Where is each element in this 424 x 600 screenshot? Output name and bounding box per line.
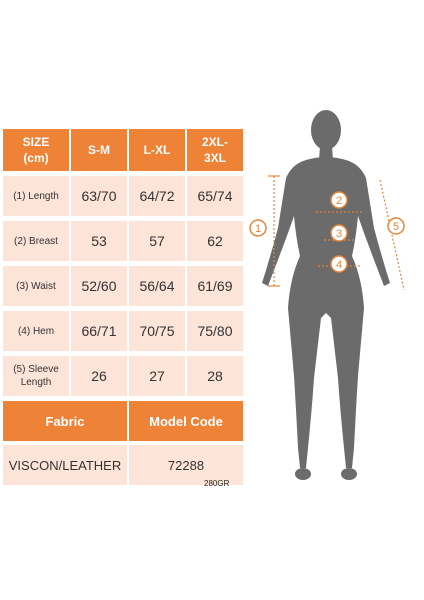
size-value: 66/71 xyxy=(70,310,128,352)
row-label: (2) Breast xyxy=(2,220,70,262)
header-2xl-3xl: 2XL- 3XL xyxy=(186,128,244,172)
body-figure: 1 2 3 4 5 xyxy=(249,110,405,480)
markers: 1 2 3 4 5 xyxy=(249,191,405,273)
row-label: (1) Length xyxy=(2,175,70,217)
marker-circle xyxy=(249,219,267,237)
size-value: 64/72 xyxy=(128,175,186,217)
fabric-value-row: VISCON/LEATHER 72288 xyxy=(2,444,244,486)
size-value: 27 xyxy=(128,355,186,397)
table-row-waist: (3) Waist 52/60 56/64 61/69 xyxy=(2,265,244,307)
size-table: SIZE (cm) S-M L-XL 2XL- 3XL (1) Length 6… xyxy=(2,128,244,486)
marker-label: 5 xyxy=(393,221,399,233)
size-value: 28 xyxy=(186,355,244,397)
fabric-header: Fabric xyxy=(2,400,128,442)
size-value: 26 xyxy=(70,355,128,397)
size-value: 75/80 xyxy=(186,310,244,352)
size-value: 61/69 xyxy=(186,265,244,307)
header-s-m: S-M xyxy=(70,128,128,172)
size-value: 65/74 xyxy=(186,175,244,217)
size-table-header: SIZE (cm) S-M L-XL 2XL- 3XL xyxy=(2,128,244,172)
fabric-value: VISCON/LEATHER xyxy=(2,444,128,486)
marker-circle xyxy=(387,217,405,235)
marker-label: 3 xyxy=(336,228,342,240)
size-value: 63/70 xyxy=(70,175,128,217)
size-value: 70/75 xyxy=(128,310,186,352)
marker-circle xyxy=(330,191,348,209)
model-code-value: 72288 xyxy=(128,444,244,486)
table-row-breast: (2) Breast 53 57 62 xyxy=(2,220,244,262)
silhouette xyxy=(262,110,390,480)
model-code-header: Model Code xyxy=(128,400,244,442)
weight-label: 280GR xyxy=(204,479,230,488)
marker-label: 2 xyxy=(336,195,342,207)
header-l-xl: L-XL xyxy=(128,128,186,172)
size-value: 53 xyxy=(70,220,128,262)
table-row-sleeve: (5) Sleeve Length 26 27 28 xyxy=(2,355,244,397)
size-value: 56/64 xyxy=(128,265,186,307)
marker-label: 1 xyxy=(255,223,261,235)
table-row-length: (1) Length 63/70 64/72 65/74 xyxy=(2,175,244,217)
size-value: 52/60 xyxy=(70,265,128,307)
fabric-header-row: Fabric Model Code xyxy=(2,400,244,442)
header-size: SIZE (cm) xyxy=(2,128,70,172)
row-label: (4) Hem xyxy=(2,310,70,352)
marker-circle xyxy=(330,224,348,242)
sleeve-line xyxy=(379,179,405,291)
row-label: (3) Waist xyxy=(2,265,70,307)
size-value: 57 xyxy=(128,220,186,262)
size-value: 62 xyxy=(186,220,244,262)
marker-circle xyxy=(330,255,348,273)
table-row-hem: (4) Hem 66/71 70/75 75/80 xyxy=(2,310,244,352)
row-label: (5) Sleeve Length xyxy=(2,355,70,397)
marker-label: 4 xyxy=(336,259,342,271)
